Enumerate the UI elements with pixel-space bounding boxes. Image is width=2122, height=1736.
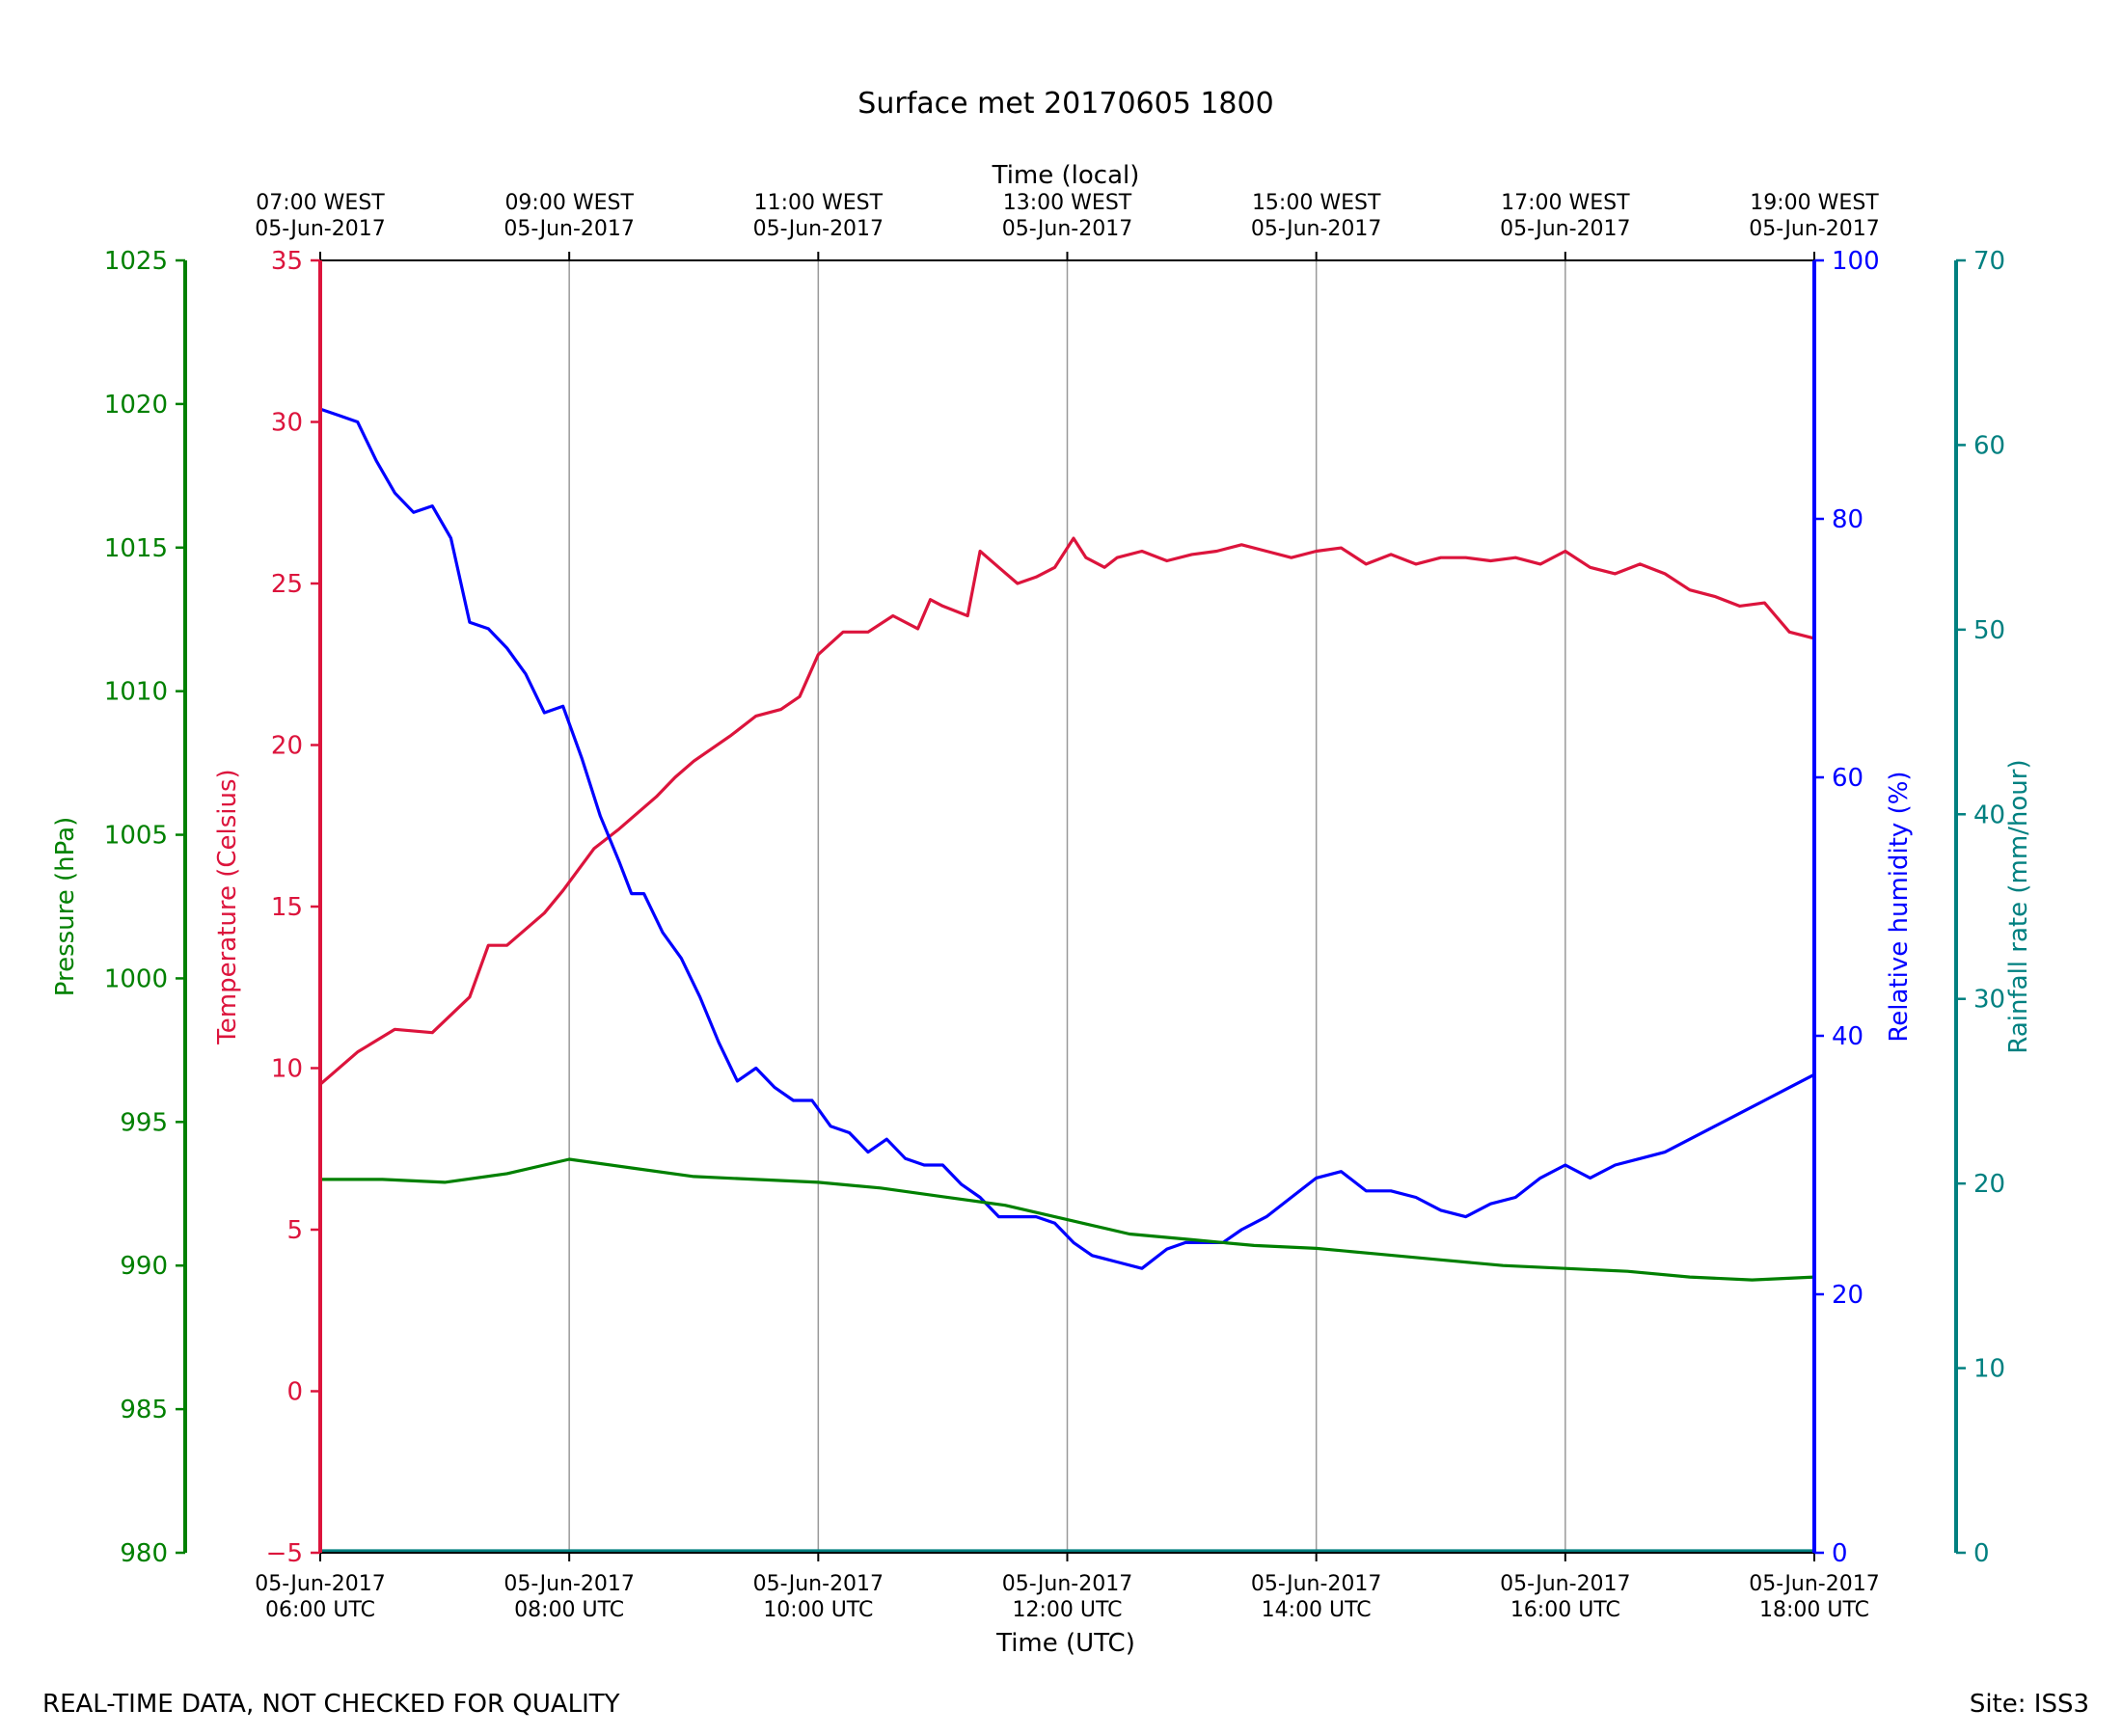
humidity-axis-label: Relative humidity (%) [1885, 771, 1914, 1042]
quality-note: REAL-TIME DATA, NOT CHECKED FOR QUALITY [42, 1690, 620, 1719]
x2-tick-date-label: 05-Jun-2017 [503, 217, 634, 241]
humidity-tick-label: 0 [1832, 1539, 1848, 1568]
rainfall-axis-label: Rainfall rate (mm/hour) [2004, 759, 2033, 1053]
x2-tick-local-label: 19:00 WEST [1750, 191, 1879, 215]
x2-tick-local-label: 17:00 WEST [1501, 191, 1630, 215]
pressure-tick-label: 1000 [104, 964, 168, 993]
x-tick-utc-label: 12:00 UTC [1012, 1598, 1122, 1622]
rainfall-tick-label: 40 [1973, 800, 2005, 829]
pressure-tick-label: 1020 [104, 391, 168, 420]
pressure-axis-label: Pressure (hPa) [51, 817, 80, 997]
humidity-tick-label: 80 [1832, 505, 1864, 534]
rainfall-tick-label: 20 [1973, 1170, 2005, 1199]
x2-tick-date-label: 05-Jun-2017 [255, 217, 385, 241]
temperature-axis-label: Temperature (Celsius) [213, 769, 242, 1044]
series-layer [318, 407, 1815, 1553]
x2-tick-local-label: 15:00 WEST [1252, 191, 1381, 215]
pressure-tick-label: 980 [120, 1539, 168, 1568]
x2-tick-local-label: 11:00 WEST [754, 191, 884, 215]
site-label: Site: ISS3 [1970, 1690, 2089, 1719]
temperature-tick-label: 20 [271, 732, 303, 761]
x-tick-date-label: 05-Jun-2017 [1251, 1572, 1381, 1596]
rainfall-tick-label: 30 [1973, 986, 2005, 1015]
pressure-tick-label: 1015 [104, 534, 168, 563]
pressure-tick-label: 995 [120, 1108, 168, 1137]
temperature-tick-label: 5 [286, 1216, 303, 1245]
pressure-tick-label: 985 [120, 1396, 168, 1424]
rainfall-tick-label: 0 [1973, 1539, 1990, 1568]
x-tick-utc-label: 08:00 UTC [514, 1598, 624, 1622]
x-tick-date-label: 05-Jun-2017 [1500, 1572, 1630, 1596]
x2-tick-date-label: 05-Jun-2017 [753, 217, 884, 241]
x-tick-utc-label: 10:00 UTC [763, 1598, 873, 1622]
rainfall-tick-label: 50 [1973, 616, 2005, 645]
x2-tick-local-label: 13:00 WEST [1003, 191, 1132, 215]
rainfall-tick-label: 70 [1973, 247, 2005, 276]
pressure-tick-label: 990 [120, 1252, 168, 1281]
temperature-tick-label: 0 [286, 1378, 303, 1407]
temperature-tick-label: 15 [271, 893, 303, 922]
temperature-tick-label: 10 [271, 1055, 303, 1084]
humidity-tick-label: 20 [1832, 1281, 1864, 1310]
temperature-tick-label: −5 [266, 1539, 303, 1568]
humidity-tick-label: 100 [1832, 247, 1880, 276]
x-tick-date-label: 05-Jun-2017 [753, 1572, 884, 1596]
pressure-tick-label: 1025 [104, 247, 168, 276]
x-tick-utc-label: 16:00 UTC [1510, 1598, 1620, 1622]
pressure-tick-label: 1010 [104, 678, 168, 707]
humidity-line [319, 407, 1815, 1270]
x2-tick-date-label: 05-Jun-2017 [1251, 217, 1381, 241]
x-tick-utc-label: 14:00 UTC [1262, 1598, 1372, 1622]
x-tick-date-label: 05-Jun-2017 [255, 1572, 385, 1596]
x-tick-date-label: 05-Jun-2017 [503, 1572, 634, 1596]
x2-tick-date-label: 05-Jun-2017 [1749, 217, 1879, 241]
x2-tick-date-label: 05-Jun-2017 [1002, 217, 1132, 241]
pressure-line [320, 1157, 1815, 1282]
rainfall-tick-label: 10 [1973, 1355, 2005, 1384]
temperature-tick-label: 35 [271, 247, 303, 276]
bottom-axis-title: Time (UTC) [995, 1629, 1135, 1658]
temperature-tick-label: 30 [271, 409, 303, 438]
top-axis-title: Time (local) [992, 161, 1140, 190]
x-tick-utc-label: 18:00 UTC [1759, 1598, 1869, 1622]
pressure-tick-label: 1005 [104, 822, 168, 851]
x2-tick-local-label: 09:00 WEST [504, 191, 634, 215]
temperature-line [318, 536, 1815, 1086]
x-tick-date-label: 05-Jun-2017 [1749, 1572, 1879, 1596]
humidity-tick-label: 60 [1832, 764, 1864, 793]
vertical-grid [568, 260, 1566, 1553]
chart-title: Surface met 20170605 1800 [857, 87, 1273, 121]
x-tick-utc-label: 06:00 UTC [265, 1598, 375, 1622]
temperature-tick-label: 25 [271, 570, 303, 599]
x2-tick-date-label: 05-Jun-2017 [1500, 217, 1630, 241]
rainfall-tick-label: 60 [1973, 431, 2005, 460]
humidity-tick-label: 40 [1832, 1022, 1864, 1051]
x-tick-date-label: 05-Jun-2017 [1002, 1572, 1132, 1596]
x2-tick-local-label: 07:00 WEST [256, 191, 385, 215]
